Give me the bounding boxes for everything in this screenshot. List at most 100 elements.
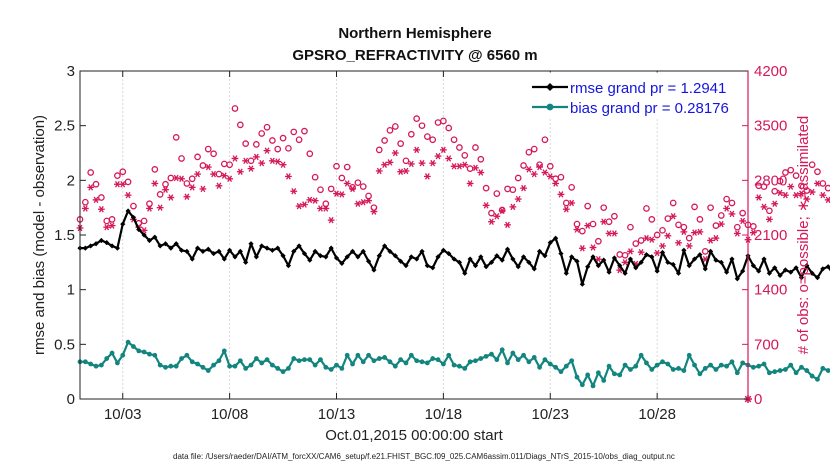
assimilated-obs-point [637,248,645,256]
assimilated-obs-point [691,229,698,236]
possible-obs-point [172,134,180,141]
assimilated-obs-point [258,159,266,167]
bias-point [750,364,756,370]
bias-point [109,350,115,356]
possible-obs-point [290,128,298,136]
x-tick-label: 10/08 [211,406,249,423]
rmse-point [520,254,527,260]
bias-point [446,352,452,358]
bias-point [617,372,623,378]
possible-obs-point [520,162,527,169]
rmse-point [168,245,174,251]
assimilated-obs-point [263,147,271,154]
assimilated-obs-point [792,191,800,199]
y-tick-label-left: 0.5 [54,336,75,353]
possible-obs-point [274,145,282,153]
bias-point [633,363,639,369]
assimilated-obs-point [365,197,372,204]
rmse-point [574,258,580,264]
bias-point [419,359,425,365]
possible-obs-point [418,122,426,130]
bias-point [115,360,120,366]
assimilated-obs-point [311,197,319,204]
bias-point [579,382,585,388]
bias-point [232,363,238,369]
possible-obs-point [669,199,677,207]
rmse-point [456,259,463,265]
bias-point [104,356,110,361]
possible-obs-point [707,204,714,212]
rmse-point [563,270,569,276]
bias-point [221,348,227,354]
possible-obs-point [611,212,618,220]
rmse-point [526,259,532,265]
rmse-point [462,270,468,276]
assimilated-obs-point [290,188,298,195]
assimilated-obs-point [733,230,741,237]
rmse-point [643,252,650,258]
assimilated-obs-point [594,255,602,263]
assimilated-obs-point [808,188,816,196]
y-tick-label-left: 2.5 [54,118,75,135]
bias-point [825,368,830,373]
rmse-point [296,243,302,249]
possible-obs-point [530,145,538,153]
bias-point [729,359,735,365]
rmse-point [729,256,735,262]
assimilated-obs-point [242,157,250,165]
rmse-point [269,247,275,253]
assimilated-obs-point [429,159,437,167]
bias-point [216,358,222,364]
assimilated-obs-point [798,190,805,197]
possible-obs-point [108,216,116,223]
bias-point [660,359,665,365]
possible-obs-point [370,204,378,212]
possible-obs-point [456,144,463,151]
bias-point [628,367,633,372]
bias-point [371,358,377,364]
rmse-point [569,254,575,260]
bias-point [184,352,190,358]
possible-obs-point [675,221,682,229]
bias-point [654,362,660,368]
series-layer [76,105,830,403]
assimilated-obs-point [653,249,661,257]
rmse-point [542,253,548,259]
bias-point [451,362,457,368]
possible-obs-point [98,194,105,201]
rmse-point [686,263,692,269]
rmse-point [248,241,254,247]
rmse-point [553,235,559,241]
bias-point [612,371,617,377]
rmse-point [435,254,441,260]
assimilated-obs-point [146,205,153,212]
bias-point [457,363,462,369]
possible-obs-point [824,184,830,192]
possible-obs-point [814,168,821,176]
rmse-point [312,248,318,254]
bias-point [147,351,152,357]
bias-point [125,339,131,345]
rmse-point [216,248,222,254]
y-tick-label-left: 2 [67,172,75,189]
possible-obs-point [766,207,773,215]
possible-obs-point [787,166,795,174]
rmse-point [798,275,805,281]
possible-obs-point [130,202,137,210]
rmse-point [494,253,500,259]
possible-obs-point [771,187,779,195]
rmse-point [718,259,724,265]
possible-obs-point [482,184,490,192]
possible-obs-point [413,115,421,122]
bias-point [334,362,339,368]
assimilated-obs-point [541,169,549,176]
rmse-point [675,270,682,276]
possible-obs-point [696,216,704,223]
assimilated-obs-point [81,205,89,212]
assimilated-obs-point [397,168,405,175]
assimilated-obs-point [456,163,463,170]
possible-obs-point [327,185,335,193]
bias-point [483,353,489,359]
rmse-point [205,246,211,252]
rmse-point [740,268,746,274]
